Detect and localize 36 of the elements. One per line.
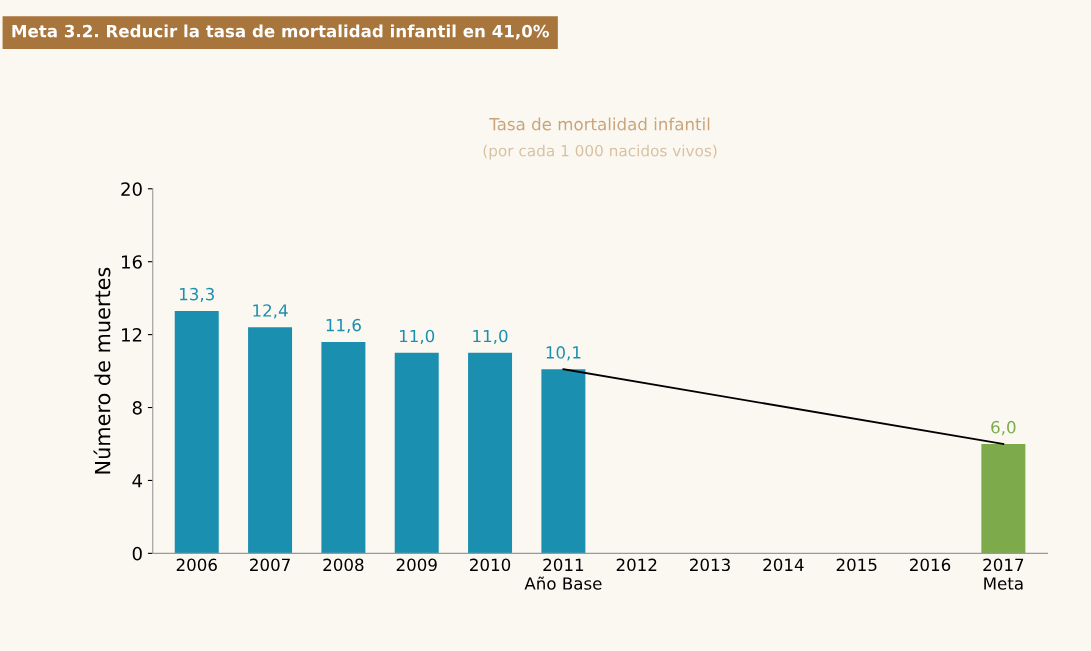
x-tick-label: 2011 Año Base [524, 558, 602, 590]
y-tick-label: 4 [132, 474, 142, 488]
text: Meta 3.2. Reducir la tasa de mortalidad infantil en 41,0% [12, 24, 549, 40]
bar [981, 443, 1026, 554]
y-tick-label: 8 [132, 400, 142, 415]
chart-title: Tasa de mortalidad infantil [489, 117, 710, 131]
data-label: 12,4 [253, 304, 288, 319]
x-tick-label: 2009 [396, 558, 437, 572]
bar [321, 341, 366, 554]
bar [394, 352, 439, 554]
chart-subtitle: (por cada 1 000 nacidos vivos) [483, 144, 717, 160]
x-tick-label: 2013 [690, 558, 730, 572]
data-label: 11,0 [473, 329, 508, 345]
x-tick-label: 2015 [836, 558, 877, 572]
data-label: 10,1 [546, 346, 581, 361]
x-tick-label: 2006 [176, 558, 217, 572]
y-axis-title: Número de muertes [93, 267, 111, 474]
x-tick-label: 2012 [616, 558, 657, 572]
x-tick-label: 2007 [250, 558, 290, 572]
y-tick-label: 12 [122, 328, 142, 342]
data-label: 6,0 [991, 420, 1016, 436]
bar [174, 310, 219, 554]
bar [468, 352, 513, 554]
x-tick-label: 2010 [470, 558, 511, 572]
bar [541, 369, 586, 554]
y-tick-label: 16 [122, 255, 142, 269]
x-tick-label: 2014 [763, 558, 804, 572]
x-tick-label: 2017 Meta [983, 558, 1024, 590]
x-tick-label: 2016 [910, 558, 951, 572]
data-label: 11,6 [326, 318, 361, 334]
data-label: 11,0 [400, 329, 435, 345]
x-tick-label: 2008 [323, 558, 364, 572]
y-tick-label: 0 [132, 546, 142, 561]
data-label: 13,3 [180, 287, 214, 303]
y-tick-label: 20 [121, 182, 142, 196]
bar [248, 327, 293, 554]
